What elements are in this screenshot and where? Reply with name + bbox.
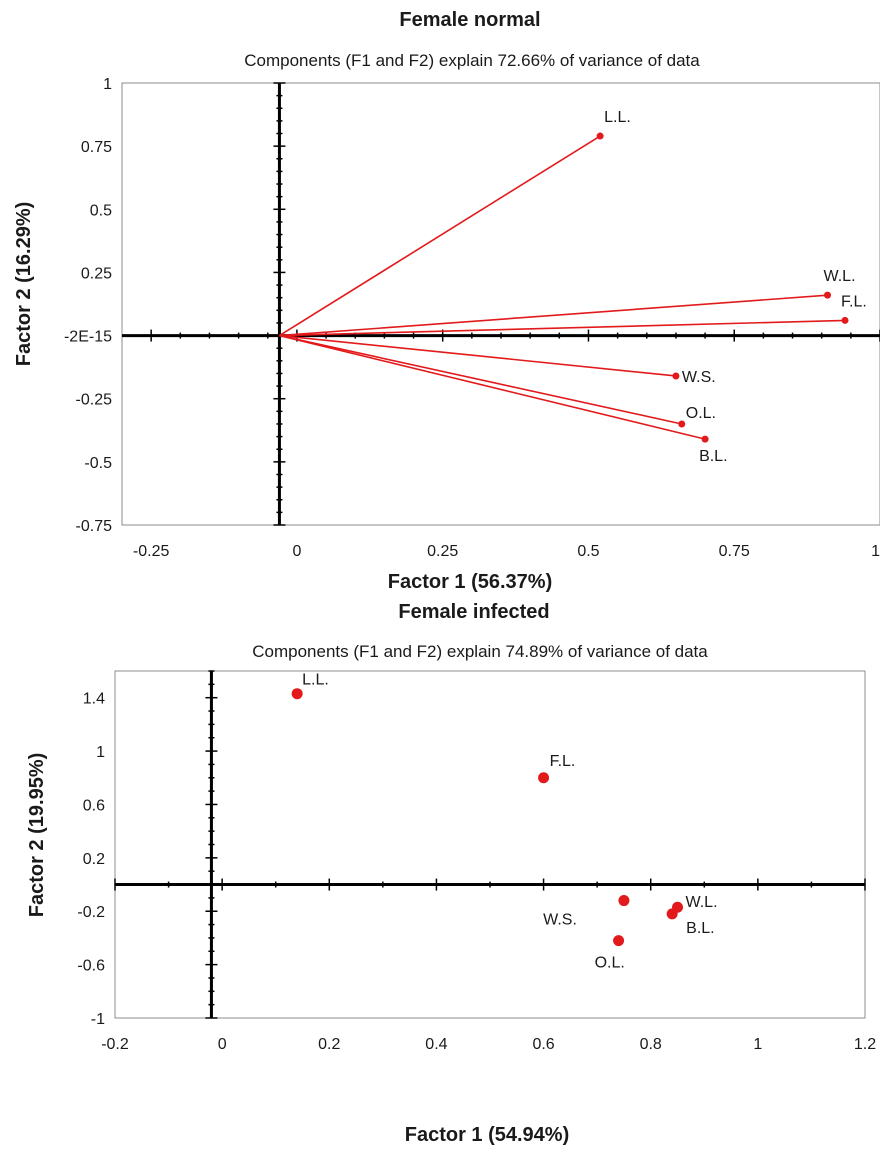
- chart2-point-label-ws: W.S.: [543, 912, 577, 929]
- chart1-y-tick-label: -0.25: [76, 392, 113, 409]
- chart2-point-label-bl: B.L.: [686, 920, 714, 937]
- chart1-vector-bl: [279, 334, 706, 440]
- chart1-point-label-ws: W.S.: [682, 369, 716, 386]
- chart1-point-fl: [841, 316, 849, 324]
- chart2-subtitle: Components (F1 and F2) explain 74.89% of…: [252, 642, 708, 661]
- chart1-x-tick-label: 0.25: [427, 543, 458, 560]
- chart1-vector-ol: [279, 334, 682, 425]
- chart1-vector-ll: [279, 135, 601, 337]
- chart1-plot-area: [121, 82, 880, 526]
- chart1-y-tick-label: -0.75: [76, 518, 113, 535]
- chart2-point-label-ll: L.L.: [302, 672, 329, 689]
- chart2-y-tick-label: 0.6: [83, 797, 105, 814]
- chart2-y-tick-label: 1.4: [83, 691, 105, 708]
- chart2-point-label-fl: F.L.: [550, 753, 576, 770]
- chart2-point-ol: [613, 935, 625, 947]
- chart1-y-axis-title: Factor 2 (16.29%): [13, 202, 35, 367]
- chart2-point-label-wl: W.L.: [686, 894, 718, 911]
- chart2-y-tick-label: 0.2: [83, 851, 105, 868]
- chart1-point-ws: [672, 372, 680, 380]
- chart2-point-ll: [291, 688, 303, 700]
- chart-female-infected: Female infected Components (F1 and F2) e…: [26, 601, 876, 1146]
- chart1-y-tick-label: 1: [103, 76, 112, 93]
- chart2-marks: L.L. F.L. W.S. W.L. B.L. O.L.: [291, 672, 718, 972]
- chart1-axes: [122, 82, 880, 526]
- chart2-x-tick-labels: -0.2 0 0.2 0.4 0.6 0.8 1 1.2: [101, 1036, 876, 1053]
- chart1-y-tick-label: -2E-15: [64, 329, 112, 346]
- chart-female-normal: Female normal Components (F1 and F2) exp…: [13, 9, 880, 593]
- chart1-vector-fl: [279, 319, 846, 337]
- chart2-point-label-ol: O.L.: [595, 955, 625, 972]
- chart1-point-label-ll: L.L.: [604, 109, 631, 126]
- chart1-subtitle: Components (F1 and F2) explain 72.66% of…: [244, 51, 700, 70]
- chart1-x-tick-label: 0.75: [719, 543, 750, 560]
- chart2-y-tick-label: -0.6: [77, 958, 105, 975]
- chart2-y-axis-title: Factor 2 (19.95%): [26, 753, 48, 918]
- chart1-point-label-ol: O.L.: [686, 405, 716, 422]
- chart1-x-tick-label: -0.25: [133, 543, 170, 560]
- chart2-point-bl: [666, 908, 678, 920]
- chart1-y-tick-label: -0.5: [84, 455, 112, 472]
- chart2-x-tick-label: 1: [753, 1036, 762, 1053]
- chart1-vector-wl: [279, 294, 828, 337]
- chart2-x-tick-label: 0.8: [640, 1036, 662, 1053]
- chart2-y-tick-label: 1: [96, 744, 105, 761]
- chart1-point-bl: [701, 435, 709, 443]
- chart2-y-tick-label: -0.2: [77, 904, 105, 921]
- chart2-x-tick-label: 0: [218, 1036, 227, 1053]
- chart1-marks: L.L. W.L. F.L. W.S. O.L. B.L.: [279, 109, 867, 465]
- chart1-x-tick-label: 0.5: [577, 543, 599, 560]
- chart1-point-wl: [824, 291, 832, 299]
- chart1-point-ll: [596, 132, 604, 140]
- chart2-point-fl: [538, 772, 550, 784]
- chart2-axes: [114, 670, 866, 1019]
- chart2-plot-area: [114, 670, 866, 1019]
- chart2-x-axis-title: Factor 1 (54.94%): [405, 1124, 570, 1146]
- chart1-y-tick-label: 0.25: [81, 265, 112, 282]
- chart1-x-tick-labels: -0.25 0 0.25 0.5 0.75 1: [133, 543, 880, 560]
- chart1-y-tick-labels: -0.75 -0.5 -0.25 -2E-15 0.25 0.5 0.75 1: [64, 76, 112, 535]
- chart1-title: Female normal: [399, 9, 540, 31]
- chart2-y-tick-label: -1: [91, 1011, 105, 1028]
- chart2-x-tick-label: 0.6: [532, 1036, 554, 1053]
- chart1-y-tick-label: 0.75: [81, 139, 112, 156]
- chart1-vector-ws: [279, 334, 677, 377]
- chart1-x-axis-title: Factor 1 (56.37%): [388, 571, 553, 593]
- chart2-x-tick-label: -0.2: [101, 1036, 129, 1053]
- chart2-title: Female infected: [398, 601, 549, 623]
- chart1-y-tick-label: 0.5: [90, 202, 112, 219]
- chart1-point-label-wl: W.L.: [824, 268, 856, 285]
- chart1-point-label-fl: F.L.: [841, 293, 867, 310]
- chart2-x-tick-label: 1.2: [854, 1036, 876, 1053]
- chart2-x-tick-label: 0.4: [425, 1036, 447, 1053]
- chart2-y-tick-labels: -1 -0.6 -0.2 0.2 0.6 1 1.4: [77, 691, 105, 1028]
- chart1-point-ol: [678, 420, 686, 428]
- chart1-x-tick-label: 0: [292, 543, 301, 560]
- chart1-point-label-bl: B.L.: [699, 448, 727, 465]
- chart1-x-tick-label: 1: [871, 543, 880, 560]
- chart2-x-tick-label: 0.2: [318, 1036, 340, 1053]
- chart2-point-ws: [618, 895, 630, 907]
